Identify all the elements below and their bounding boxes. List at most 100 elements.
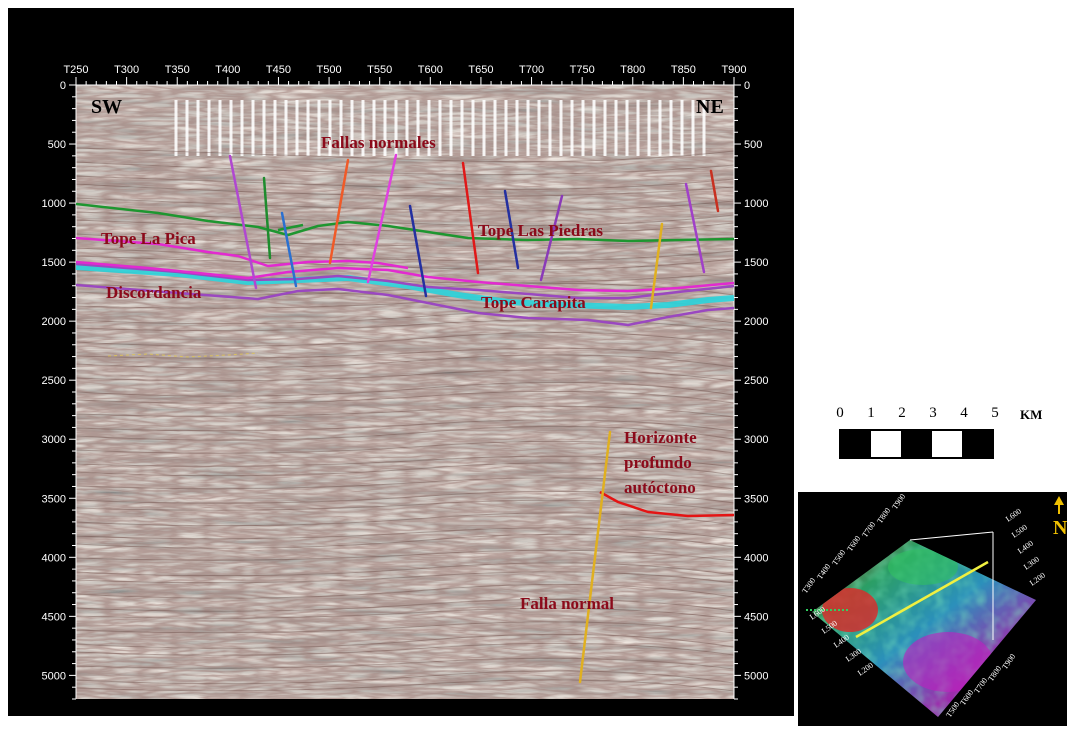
fault-magenta xyxy=(366,153,398,284)
depth-tick-label: 500 xyxy=(48,139,66,151)
depth-tick-label: 3000 xyxy=(744,434,768,446)
trace-tick-label: T300 xyxy=(114,64,139,76)
dir-sw-label: SW xyxy=(91,96,122,118)
north-label: N xyxy=(1053,517,1067,539)
map-label-bottom: T900 xyxy=(1000,652,1017,671)
scale-unit: KM xyxy=(1020,407,1043,422)
trace-tick-label: T400 xyxy=(215,64,240,76)
horizon-cyan-band xyxy=(76,264,734,310)
map-label-right: L400 xyxy=(1016,539,1035,556)
depth-tick-label: 4000 xyxy=(42,552,66,564)
depth-tick-label: 500 xyxy=(744,139,762,151)
fault-purple-1 xyxy=(228,154,258,290)
trace-tick-label: T900 xyxy=(721,64,746,76)
map-green-zone xyxy=(888,549,958,585)
map-label-right: L500 xyxy=(1010,523,1029,540)
label-discordancia: Discordancia xyxy=(106,283,202,302)
map-label-top: T800 xyxy=(875,506,892,525)
scale-cell xyxy=(841,431,872,457)
depth-tick-label: 4500 xyxy=(42,611,66,623)
fault-navy-2 xyxy=(503,189,520,270)
scale-bar-graphic xyxy=(839,429,994,459)
scale-bar: 0 1 2 3 4 5 KM xyxy=(830,395,1060,475)
left-axis: 0 500 1000 1500 2000 2500 3000 3500 4000 4500 5000 xyxy=(42,80,77,700)
horizon-purple-upper xyxy=(76,262,734,300)
fault-blue-1 xyxy=(280,211,298,288)
depth-tick-label: 1000 xyxy=(42,198,66,210)
fault-red-small xyxy=(709,169,720,213)
scale-number: 5 xyxy=(991,405,999,421)
trace-tick-label: T500 xyxy=(317,64,342,76)
map-label-top: T700 xyxy=(860,520,877,539)
horizon-tope-la-pica xyxy=(76,236,409,270)
map-section-line xyxy=(855,560,989,639)
depth-tick-label: 3500 xyxy=(42,493,66,505)
label-horizonte-2: profundo xyxy=(624,453,692,472)
map-label-right: L300 xyxy=(1022,555,1041,572)
label-tope-las-piedras: Tope Las Piedras xyxy=(478,221,603,240)
horizon-green xyxy=(76,202,734,243)
fault-orange-red xyxy=(328,158,350,265)
seismic-section-panel: T250 T300 T350 T400 T450 T500 T550 T600 T650 T700… xyxy=(8,8,794,716)
map-label-top: T300 xyxy=(800,576,817,595)
label-horizonte-3: autóctono xyxy=(624,478,696,497)
map-red-zone xyxy=(822,588,878,632)
depth-tick-label: 4000 xyxy=(744,552,768,564)
scale-cell xyxy=(901,431,932,457)
map-label-top: T900 xyxy=(890,492,907,511)
depth-tick-label: 5000 xyxy=(42,670,66,682)
seismic-section-svg: T250 T300 T350 T400 T450 T500 T550 T600 T650 T700… xyxy=(42,64,768,700)
scale-number: 2 xyxy=(898,405,906,421)
depth-tick-label: 4500 xyxy=(744,611,768,623)
map-label-top: T400 xyxy=(815,562,832,581)
depth-tick-label: 0 xyxy=(60,80,66,92)
scale-number: 4 xyxy=(960,405,968,421)
map-label-top: T600 xyxy=(845,534,862,553)
fault-red xyxy=(461,161,480,275)
trace-tick-label: T700 xyxy=(519,64,544,76)
trace-tick-label: T650 xyxy=(468,64,493,76)
top-axis: T250 T300 T350 T400 T450 T500 T550 T600 T650 T700… xyxy=(63,64,747,86)
label-tope-carapita: Tope Carapita xyxy=(481,293,586,312)
north-arrow-icon xyxy=(1054,496,1064,505)
map-label-right: L600 xyxy=(1004,507,1023,524)
depth-tick-label: 1500 xyxy=(744,257,768,269)
label-tope-la-pica: Tope La Pica xyxy=(101,229,196,248)
acquisition-stripes xyxy=(76,100,734,692)
scale-number: 0 xyxy=(836,405,844,421)
map-label-left: L200 xyxy=(856,661,875,678)
trace-tick-label: T450 xyxy=(266,64,291,76)
depth-tick-label: 1000 xyxy=(744,198,768,210)
depth-tick-label: 0 xyxy=(744,80,750,92)
trace-tick-label: T250 xyxy=(63,64,88,76)
label-fallas-normales: Fallas normales xyxy=(321,133,436,152)
fault-navy-1 xyxy=(408,204,428,298)
depth-tick-label: 2000 xyxy=(744,316,768,328)
horizon-dashed-yellow xyxy=(107,352,259,358)
fault-yellow-deep xyxy=(578,430,612,684)
trace-tick-label: T550 xyxy=(367,64,392,76)
scale-number: 1 xyxy=(867,405,875,421)
depth-tick-label: 5000 xyxy=(744,670,768,682)
horizon-deep-red xyxy=(599,490,734,518)
label-falla-normal: Falla normal xyxy=(520,594,614,613)
fault-green xyxy=(262,176,272,260)
scale-numbers: 0 1 2 3 4 5 xyxy=(830,405,999,423)
north-arrow-group: N xyxy=(1053,496,1067,539)
scale-number: 3 xyxy=(929,405,937,421)
depth-tick-label: 2500 xyxy=(42,375,66,387)
depth-tick-label: 3500 xyxy=(744,493,768,505)
map-label-top: T500 xyxy=(830,548,847,567)
map-label-right: L200 xyxy=(1028,571,1047,588)
horizon-tope-carapita xyxy=(76,260,734,293)
depth-tick-label: 1500 xyxy=(42,257,66,269)
map-grid-diag xyxy=(909,531,994,541)
depth-tick-label: 2500 xyxy=(744,375,768,387)
map-magenta-zone xyxy=(903,632,993,692)
location-map-svg: T900T800T700T600T500T400T300L600L500L400… xyxy=(800,492,1067,719)
dir-ne-label: NE xyxy=(696,96,724,118)
horizon-green-short xyxy=(277,223,304,232)
fault-purple-3 xyxy=(684,182,706,274)
fault-yellow-upper xyxy=(649,222,664,310)
right-axis: 0 500 1000 1500 2000 2500 3000 3500 4000 4500 5000 xyxy=(733,80,768,700)
